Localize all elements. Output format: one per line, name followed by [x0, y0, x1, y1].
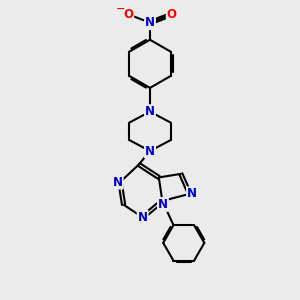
Text: O: O [123, 8, 133, 21]
Text: N: N [145, 105, 155, 118]
Text: N: N [145, 145, 155, 158]
Text: O: O [167, 8, 177, 21]
Text: N: N [138, 211, 148, 224]
Text: −: − [116, 4, 125, 14]
Text: N: N [187, 188, 197, 200]
Text: N: N [145, 16, 155, 29]
Text: N: N [113, 176, 123, 189]
Text: N: N [158, 198, 168, 211]
